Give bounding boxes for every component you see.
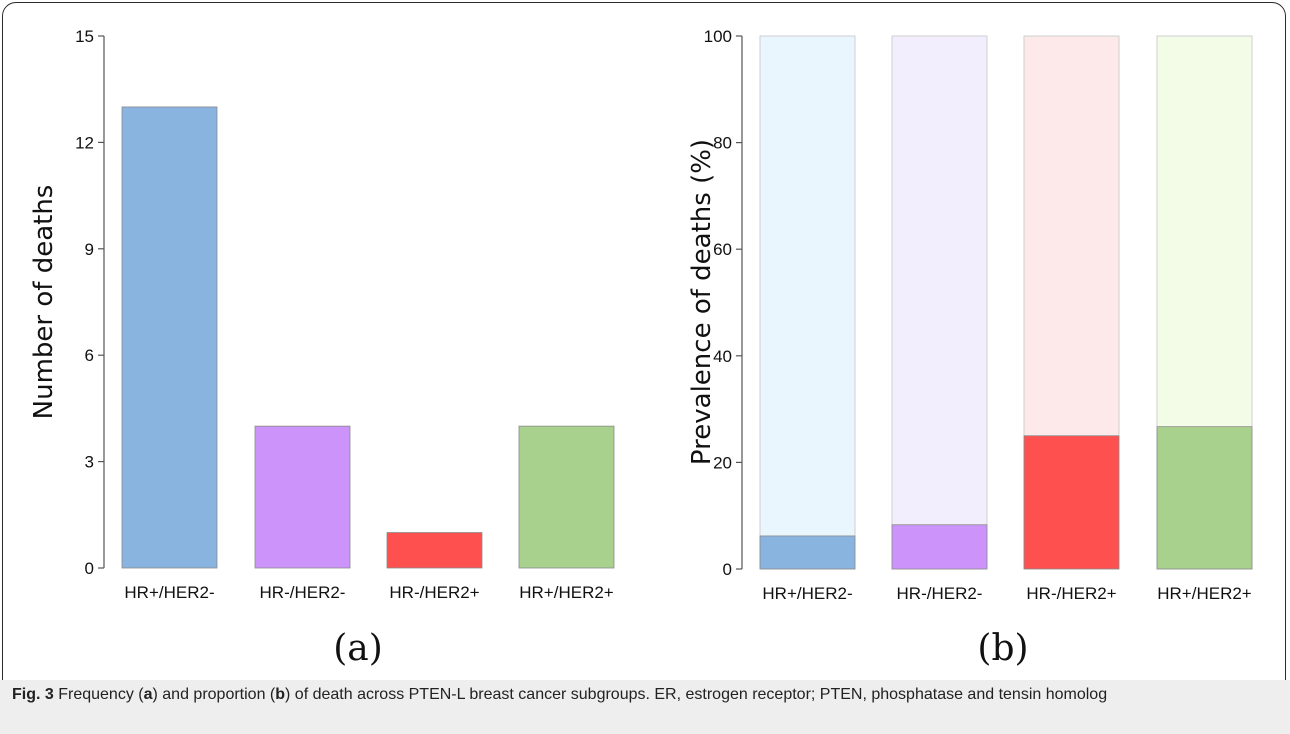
panel-b-x-tick-label-0: HR+/HER2- xyxy=(762,584,852,603)
panel-a-y-tick-label-5: 15 xyxy=(75,27,94,46)
panel-a-y-tick-label-2: 6 xyxy=(85,346,94,365)
panel-a-y-tick-label-3: 9 xyxy=(85,240,94,259)
panel-a-x-tick-label-1: HR-/HER2- xyxy=(260,583,346,602)
caption-text-3: ) of death across PTEN-L breast cancer s… xyxy=(285,686,1108,703)
caption-text-2: ) and proportion ( xyxy=(152,686,276,703)
panel-b-bar-background-1 xyxy=(891,35,988,570)
panel-b-label: (b) xyxy=(977,628,1028,669)
panel-b-bar-2 xyxy=(1023,435,1120,570)
panel-b-y-tick-label-0: 0 xyxy=(723,560,732,579)
panel-a-x-tick-label-2: HR-/HER2+ xyxy=(389,583,479,602)
panel-b-bar-0 xyxy=(759,535,856,570)
panel-a-y-tick-label-0: 0 xyxy=(85,559,94,578)
panel-b-x-tick-label-2: HR-/HER2+ xyxy=(1026,584,1116,603)
caption-panel-b: b xyxy=(275,686,286,703)
panel-a-x-tick-label-3: HR+/HER2+ xyxy=(519,583,614,602)
panel-b-bar-1 xyxy=(891,524,988,570)
panel-a-y-tick-label-4: 12 xyxy=(75,133,94,152)
caption-text-1: Frequency ( xyxy=(53,686,144,703)
panel-a-y-axis-label: Number of deaths xyxy=(29,185,59,420)
panel-b-y-tick-label-4: 80 xyxy=(713,134,732,153)
panel-a-y-tick-label-1: 3 xyxy=(85,453,94,472)
panel-b-x-tick-label-3: HR+/HER2+ xyxy=(1157,584,1252,603)
panel-b-y-tick-label-2: 40 xyxy=(713,347,732,366)
panel-b-y-tick-label-3: 60 xyxy=(713,240,732,259)
panel-a-bar-0 xyxy=(121,106,218,569)
panel-b-y-axis-label: Prevalence of deaths (%) xyxy=(687,139,717,465)
caption-fig-label: Fig. 3 xyxy=(12,686,54,703)
caption-panel-a: a xyxy=(143,686,153,703)
panel-b-y-tick-label-5: 100 xyxy=(704,27,732,46)
caption-background xyxy=(0,680,1290,734)
panel-a-bar-1 xyxy=(254,425,351,569)
panel-b-bar-background-0 xyxy=(759,35,856,570)
panel-a-label: (a) xyxy=(333,628,383,669)
figure-caption: Fig. 3 Frequency (a) and proportion (b) … xyxy=(12,684,1272,706)
panel-a-x-tick-label-0: HR+/HER2- xyxy=(124,583,214,602)
panel-a-bar-2 xyxy=(386,532,483,569)
panel-b-y-tick-label-1: 20 xyxy=(713,453,732,472)
panel-a-bar-3 xyxy=(518,425,615,569)
panel-b-x-tick-label-1: HR-/HER2- xyxy=(897,584,983,603)
panel-b-bar-3 xyxy=(1156,426,1253,570)
